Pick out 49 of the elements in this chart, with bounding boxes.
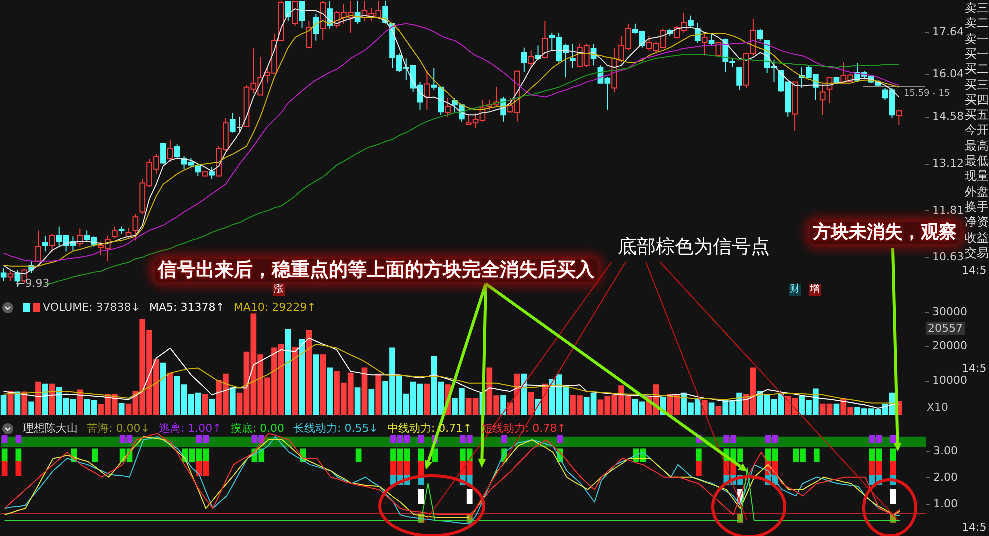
text: 今开 (965, 123, 989, 138)
text: 最高 (965, 138, 989, 154)
y-tick-label: 30000 (932, 305, 968, 318)
text: 卖一 (965, 32, 989, 46)
series-label: 逃离: 1.00↑ (158, 421, 222, 436)
text: 14:5 (962, 521, 987, 534)
y-tick-label: 3.00 (934, 444, 958, 458)
text: 苦海: 0.00↓ (87, 421, 150, 436)
text: 外盘 (965, 184, 989, 199)
y-tick-label: 14.58 (932, 110, 964, 124)
text: 净资 (965, 215, 989, 230)
annotation: 底部棕色为信号点 (618, 236, 770, 259)
annotation: 方块未消失，观察 (810, 222, 960, 244)
y-tick-label: 16.04 (932, 68, 964, 81)
y-tick-label: 20000 (932, 340, 968, 353)
text: 14:5 (962, 362, 987, 376)
text: 买五 (965, 108, 989, 122)
y-tick-label: 1.00 (934, 497, 958, 510)
y-tick-label: 11.81 (932, 204, 964, 217)
text: 最低 (965, 154, 989, 168)
ref-line-label: 15.59 - 15 (904, 88, 950, 99)
text: 20557 (926, 322, 965, 336)
text: 买四 (965, 92, 989, 108)
text: 买一 (965, 46, 989, 62)
text: X10 (927, 401, 949, 414)
y-tick-label: 10000 (932, 374, 968, 388)
legend-label: VOLUME: 37838↓ (43, 301, 140, 314)
text: 现量 (965, 169, 989, 184)
text: MA5: 31378↑ (149, 301, 225, 314)
text: MA10: 29229↑ (234, 301, 316, 314)
text: 卖三 (965, 1, 989, 16)
y-tick-label: 2.00 (934, 470, 958, 484)
legend-title: 理想陈大山 (23, 421, 78, 436)
y-tick-label: 17.64 (932, 25, 964, 38)
series-label: 摸底: 0.00 (230, 421, 285, 436)
text: 换手 (965, 200, 989, 214)
text: 买三 (965, 78, 989, 92)
text: 买二 (965, 62, 989, 77)
series-label: 长线动力: 0.55↓ (294, 421, 378, 436)
text: 卖二 (965, 16, 989, 31)
y-tick-label: 13.12 (932, 157, 964, 170)
y-tick-label: 10.63 (932, 250, 964, 264)
text: 收益 (965, 230, 989, 245)
annotation: 增 (809, 284, 821, 296)
annotation: 信号出来后，稳重点的等上面的方块完全消失后买入 (155, 259, 598, 282)
text: 交易 (965, 246, 989, 260)
annotation: 财 (789, 284, 801, 296)
text: 14:5 (962, 264, 987, 278)
annotation: 涨 (273, 284, 285, 296)
